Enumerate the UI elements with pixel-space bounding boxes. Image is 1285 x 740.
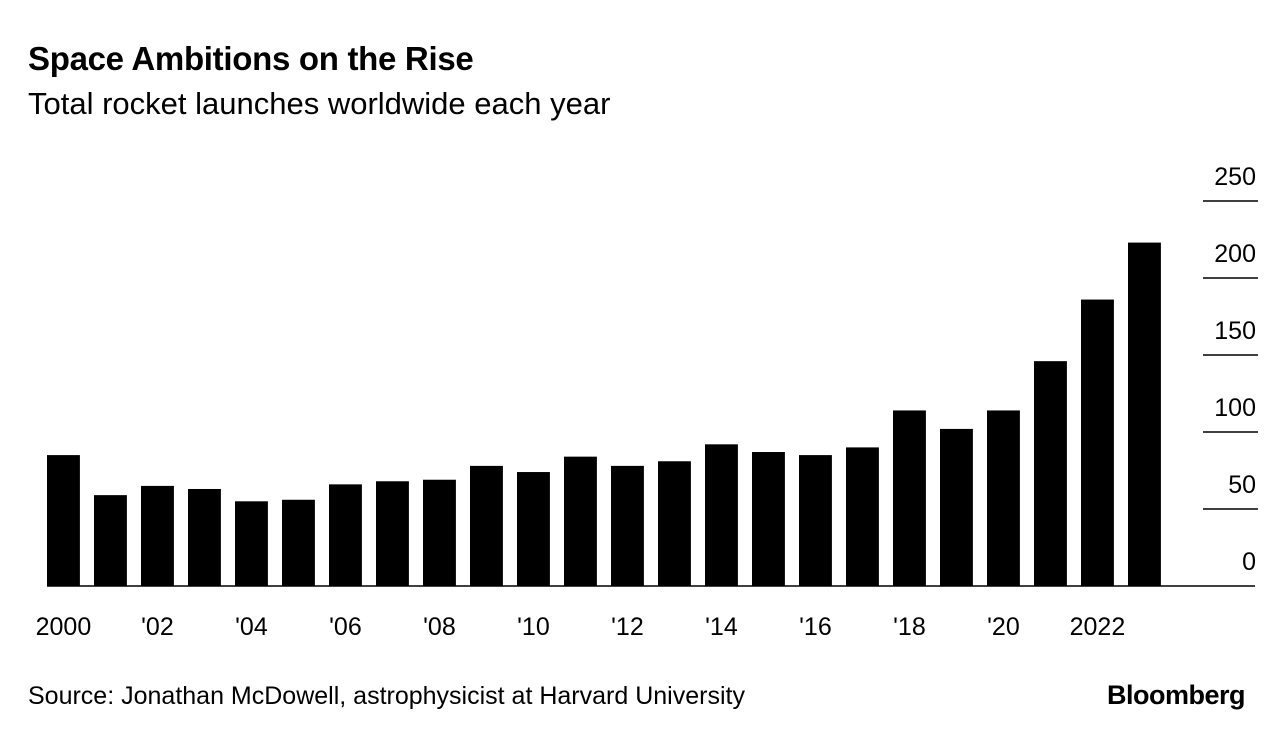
bar-2000 <box>47 455 80 586</box>
bar-2001 <box>94 495 127 586</box>
x-tick-label: '12 <box>611 613 644 641</box>
bar-2006 <box>329 484 362 586</box>
bar-2018 <box>893 410 926 586</box>
x-tick-label: '14 <box>705 613 738 641</box>
chart-subtitle: Total rocket launches worldwide each yea… <box>28 86 611 121</box>
chart-title: Space Ambitions on the Rise <box>28 40 474 77</box>
bar-2013 <box>658 461 691 586</box>
y-tick-label: 50 <box>1228 471 1256 499</box>
bar-2003 <box>188 488 221 586</box>
bloomberg-logo: Bloomberg <box>1106 680 1246 710</box>
x-tick-label: '10 <box>517 613 550 641</box>
x-tick-label: '08 <box>423 613 456 641</box>
y-tick-label: 250 <box>1214 163 1256 191</box>
x-tick-label: 2000 <box>36 613 92 641</box>
gridlines <box>1203 200 1258 510</box>
bar-2011 <box>564 456 597 586</box>
y-tick-label: 150 <box>1214 317 1256 345</box>
x-tick-label: '20 <box>987 613 1020 641</box>
bar-chart: 0 50 100 150 200 250 2000 '02 '04 '06 '08 '10 '12 '1… <box>36 163 1258 641</box>
source-note: Source: Jonathan McDowell, astrophysicis… <box>28 682 745 710</box>
bar-2020 <box>987 410 1020 586</box>
bar-2023 <box>1128 242 1161 586</box>
bar-2008 <box>423 479 456 586</box>
bar-2009 <box>470 465 503 586</box>
x-axis-ticks: 2000 '02 '04 '06 '08 '10 '12 '14 '16 '18 '20 2022 <box>36 613 1126 641</box>
bar-2014 <box>705 444 738 586</box>
bar-2007 <box>376 481 409 586</box>
bars <box>47 242 1161 586</box>
x-tick-label: 2022 <box>1070 613 1126 641</box>
bar-2012 <box>611 465 644 586</box>
bar-2019 <box>940 428 973 586</box>
bar-2016 <box>799 455 832 586</box>
x-tick-label: '16 <box>799 613 832 641</box>
bar-2004 <box>235 501 268 586</box>
y-tick-label: 0 <box>1242 548 1256 576</box>
bar-2010 <box>517 472 550 586</box>
x-tick-label: '18 <box>893 613 926 641</box>
y-axis-ticks: 0 50 100 150 200 250 <box>1214 163 1256 576</box>
bar-2021 <box>1034 361 1067 586</box>
y-tick-label: 200 <box>1214 240 1256 268</box>
x-tick-label: '02 <box>141 613 174 641</box>
bar-2015 <box>752 452 785 586</box>
bar-2002 <box>141 485 174 586</box>
bar-2005 <box>282 499 315 586</box>
x-tick-label: '04 <box>235 613 268 641</box>
bar-2022 <box>1081 299 1114 586</box>
bar-2017 <box>846 447 879 586</box>
y-tick-label: 100 <box>1214 394 1256 422</box>
x-tick-label: '06 <box>329 613 362 641</box>
